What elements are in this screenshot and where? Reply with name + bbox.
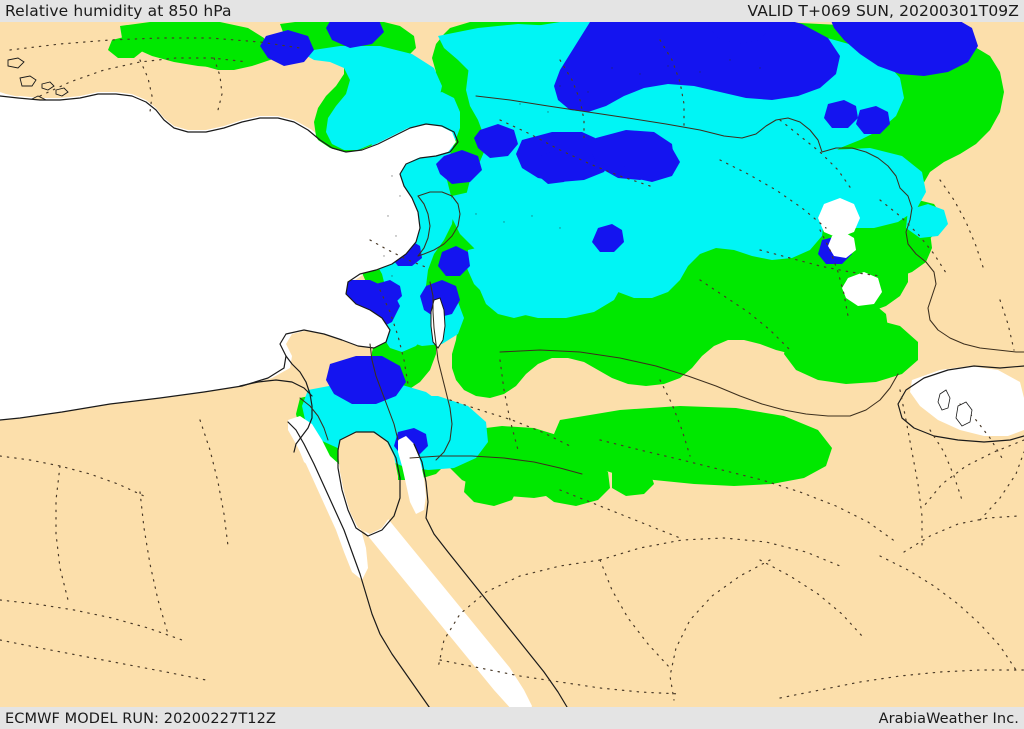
borders-dotted — [0, 37, 1024, 701]
gulf-islands — [937, 389, 973, 427]
dotted-iraq-7 — [939, 179, 985, 271]
blue-region-small-7 — [436, 150, 482, 184]
dotted-misc-1 — [659, 379, 691, 457]
border-egypt-south — [299, 397, 329, 441]
dotted-saudi-13 — [979, 451, 1024, 521]
sea-gulf-of-aqaba — [398, 436, 426, 514]
borders-solid — [299, 95, 1024, 475]
coastline-persian-gulf — [897, 365, 1024, 443]
border-israel-jordan — [429, 281, 453, 461]
border-lebanon — [417, 195, 431, 257]
island-small-2 — [55, 87, 69, 97]
cyan-region-small-2 — [906, 204, 948, 238]
valid-time-label: VALID T+069 SUN, 20200301T09Z — [747, 2, 1019, 20]
blue-region-small-10 — [856, 106, 890, 134]
dotted-egypt-1 — [0, 455, 145, 497]
dotted-saudi-12 — [923, 439, 1024, 507]
dotted-egypt-3 — [55, 465, 69, 601]
provider-label: ArabiaWeather Inc. — [878, 711, 1019, 727]
sea-mediterranean-overlay — [0, 94, 456, 420]
sea-gulf-of-suez — [288, 416, 368, 580]
dotted-saudi-2 — [759, 559, 863, 637]
border-lebanon-2 — [417, 191, 461, 257]
cyan-region-iraq — [786, 148, 926, 228]
border-iraq-iran — [899, 187, 1024, 353]
blue-region-north-main — [554, 10, 840, 112]
lake-iraq-3 — [842, 272, 882, 306]
island-kos — [19, 75, 37, 87]
dotted-turkey-2 — [39, 57, 249, 97]
dotted-levant-2 — [369, 239, 429, 269]
island-small-1 — [41, 81, 55, 91]
dotted-egypt-2 — [0, 599, 183, 641]
lake-iraq-1 — [818, 198, 860, 238]
dotted-egypt-5 — [0, 639, 207, 681]
cyan-region-central — [450, 182, 638, 274]
dotted-levant-1 — [379, 289, 409, 385]
dotted-iraq-1 — [779, 119, 853, 191]
dotted-syria-2 — [559, 59, 585, 141]
island-samos — [7, 57, 25, 69]
blue-region-small-5 — [260, 30, 314, 66]
dotted-turkey-3 — [139, 59, 153, 113]
footer-bar: ECMWF MODEL RUN: 20200227T12Z ArabiaWeat… — [0, 707, 1024, 729]
map-title: Relative humidity at 850 hPa — [5, 2, 232, 20]
dotted-turkey-4 — [213, 57, 223, 111]
green-region-small-blob-3 — [464, 472, 518, 506]
coastlines — [0, 93, 1024, 729]
dotted-saudi-11 — [899, 389, 923, 547]
border-syria-jordan — [499, 349, 851, 417]
coastline-turkey — [0, 93, 459, 421]
blue-region-mid-3 — [624, 144, 680, 182]
sea-persian-gulf — [910, 366, 1024, 436]
blue-region-small-9 — [592, 224, 624, 252]
green-region-east-mass — [784, 318, 918, 384]
coastline-sinai — [337, 431, 401, 537]
dotted-iraq-2 — [719, 159, 827, 229]
dotted-syria-3 — [659, 39, 685, 127]
dotted-saudi-9 — [903, 515, 1019, 553]
blue-region-levant-2 — [326, 356, 406, 404]
blue-region-dead-sea-2 — [438, 246, 470, 276]
model-run-label: ECMWF MODEL RUN: 20200227T12Z — [5, 711, 276, 727]
blue-region-small-1 — [474, 124, 518, 158]
border-saudi-iraq — [849, 373, 899, 417]
border-turkey-syria — [475, 95, 823, 153]
island-qatar-tip — [955, 401, 973, 427]
dotted-jordan-2 — [499, 359, 519, 451]
border-syria-iraq — [821, 147, 901, 189]
blue-region-small-8 — [532, 150, 574, 184]
coastline-red-sea-west — [287, 421, 445, 729]
dotted-egypt-4 — [139, 491, 169, 635]
blue-region-small-2 — [824, 100, 858, 128]
sea-bodies-overlay — [0, 94, 1024, 716]
border-israel-egypt — [369, 343, 399, 441]
land-sinai — [338, 432, 398, 534]
header-bar: Relative humidity at 850 hPa VALID T+069… — [0, 0, 1024, 22]
dotted-saudi-8 — [879, 555, 1017, 671]
grid-speckles — [383, 59, 761, 277]
blue-region-north-2 — [830, 8, 978, 76]
cyan-region-turkey-coast — [300, 46, 442, 150]
dotted-iraq-4 — [819, 229, 849, 317]
dotted-gulf-3 — [999, 299, 1015, 351]
lake-iraq-2 — [828, 232, 856, 258]
dotted-saudi-6 — [437, 559, 601, 669]
coastline-nile-delta — [239, 379, 313, 397]
dotted-saudi-1 — [599, 537, 841, 567]
coastline-red-sea-east — [413, 443, 579, 729]
island-bahrain — [937, 389, 951, 411]
blue-region-small-4 — [372, 280, 402, 304]
green-region-small-blob-1 — [532, 458, 610, 506]
green-region-turkey-small-1 — [108, 36, 144, 58]
green-region-south-long — [554, 406, 832, 486]
coastline-levant — [285, 355, 313, 453]
